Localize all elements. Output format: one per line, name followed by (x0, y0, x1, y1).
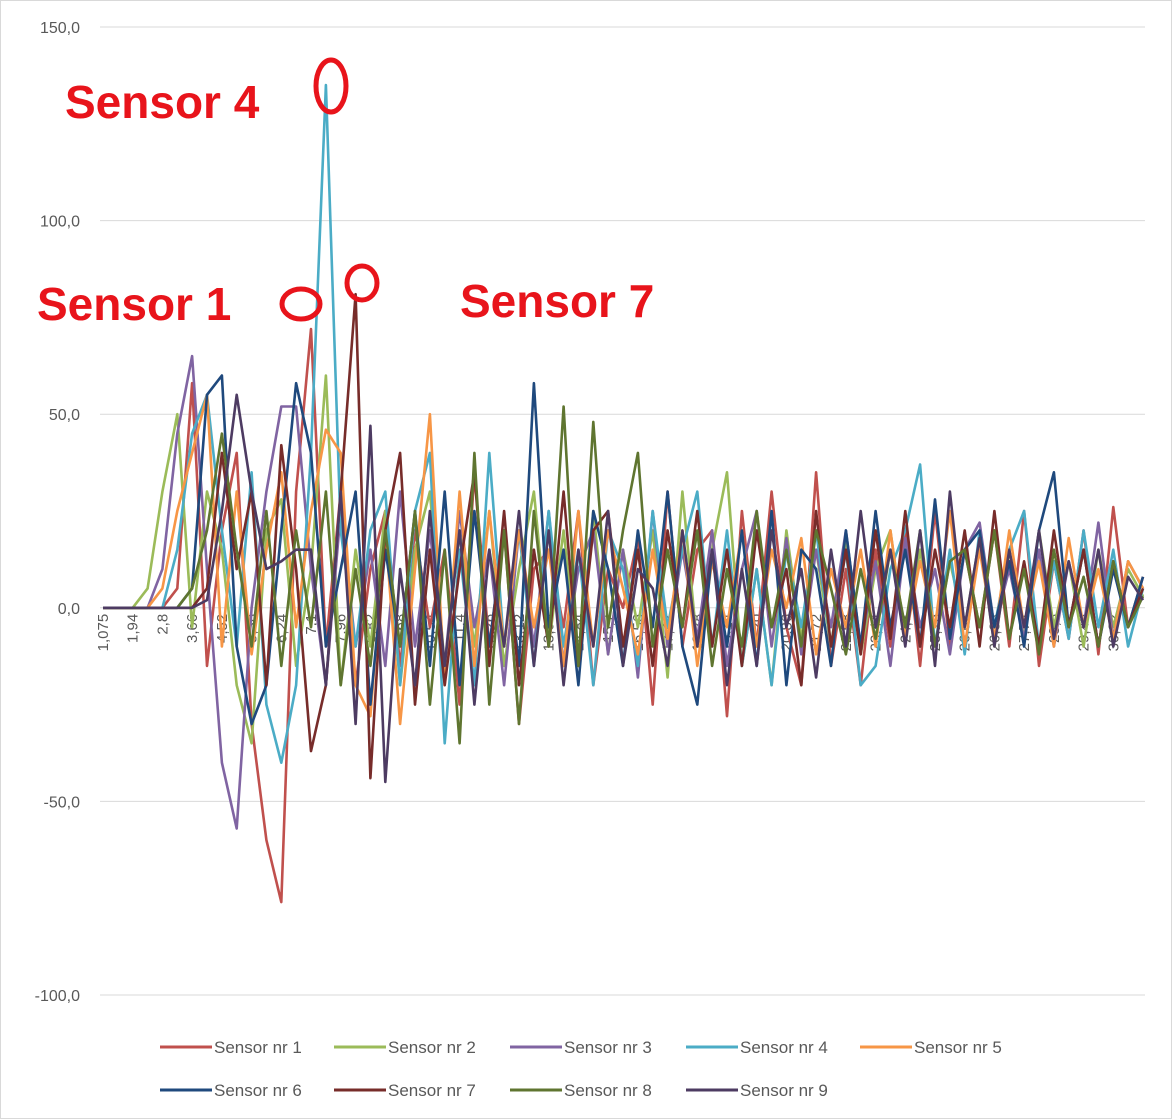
y-tick-label: -100,0 (35, 988, 80, 1005)
legend-label: Sensor nr 1 (214, 1038, 302, 1057)
x-tick-label: 1,075 (95, 614, 112, 652)
legend-label: Sensor nr 2 (388, 1038, 476, 1057)
annotation: Sensor 7 (460, 275, 654, 327)
legend-label: Sensor nr 4 (740, 1038, 828, 1057)
y-tick-label: 100,0 (40, 214, 80, 231)
legend-label: Sensor nr 7 (388, 1081, 476, 1100)
highlight-circle (344, 263, 380, 303)
x-tick-label: 3,66 (184, 614, 201, 643)
highlight-circle (313, 57, 349, 115)
x-tick-label: 1,94 (125, 614, 142, 643)
annotations: Sensor 4 Sensor 1 Sensor 7 (37, 57, 654, 330)
legend-label: Sensor nr 8 (564, 1081, 652, 1100)
legend: Sensor nr 1 Sensor nr 2 Sensor nr 3 Sensor … (160, 1038, 1002, 1100)
y-tick-label: 50,0 (49, 407, 80, 424)
series-line (103, 405, 1145, 745)
annotation: Sensor 4 (65, 76, 260, 128)
highlight-circle (279, 286, 323, 322)
series-line (103, 354, 1145, 830)
legend-label: Sensor nr 3 (564, 1038, 652, 1057)
legend-label: Sensor nr 6 (214, 1081, 302, 1100)
y-tick-label: -50,0 (44, 794, 81, 811)
annotation: Sensor 1 (37, 278, 231, 330)
x-tick-label: 2,8 (154, 614, 171, 635)
legend-label: Sensor nr 9 (740, 1081, 828, 1100)
y-tick-label: 0,0 (58, 601, 80, 618)
series-line (103, 393, 1145, 784)
y-tick-label: 150,0 (40, 20, 80, 37)
lines (103, 83, 1145, 904)
series-line (103, 393, 1145, 726)
legend-label: Sensor nr 5 (914, 1038, 1002, 1057)
